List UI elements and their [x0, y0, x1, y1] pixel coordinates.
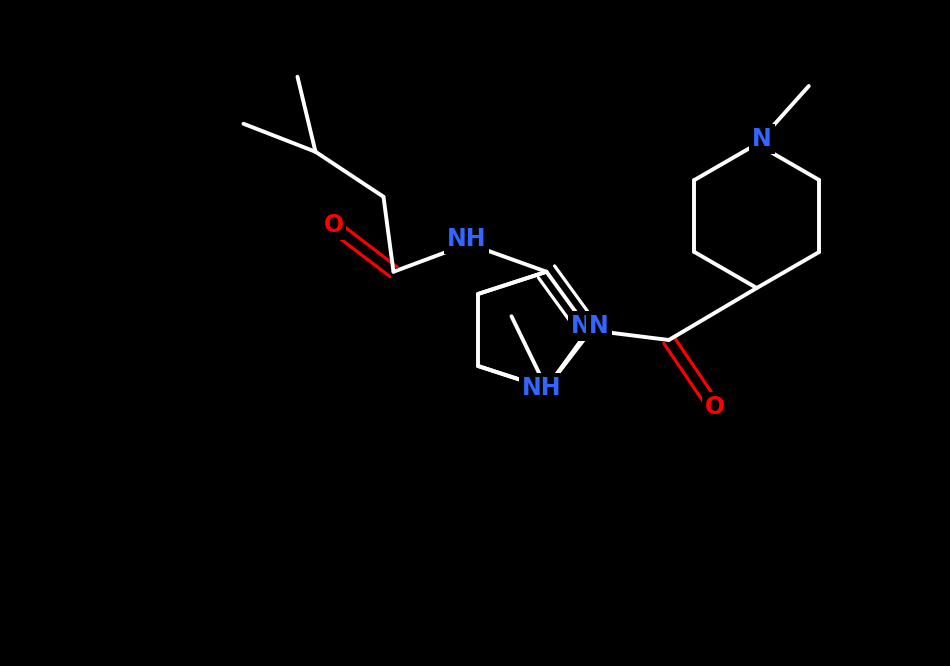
Text: N: N: [589, 314, 609, 338]
Text: N: N: [751, 127, 771, 151]
Text: O: O: [705, 395, 725, 419]
Text: O: O: [323, 212, 344, 236]
Text: NH: NH: [446, 226, 486, 251]
Text: N: N: [571, 314, 591, 338]
Text: NH: NH: [522, 376, 561, 400]
